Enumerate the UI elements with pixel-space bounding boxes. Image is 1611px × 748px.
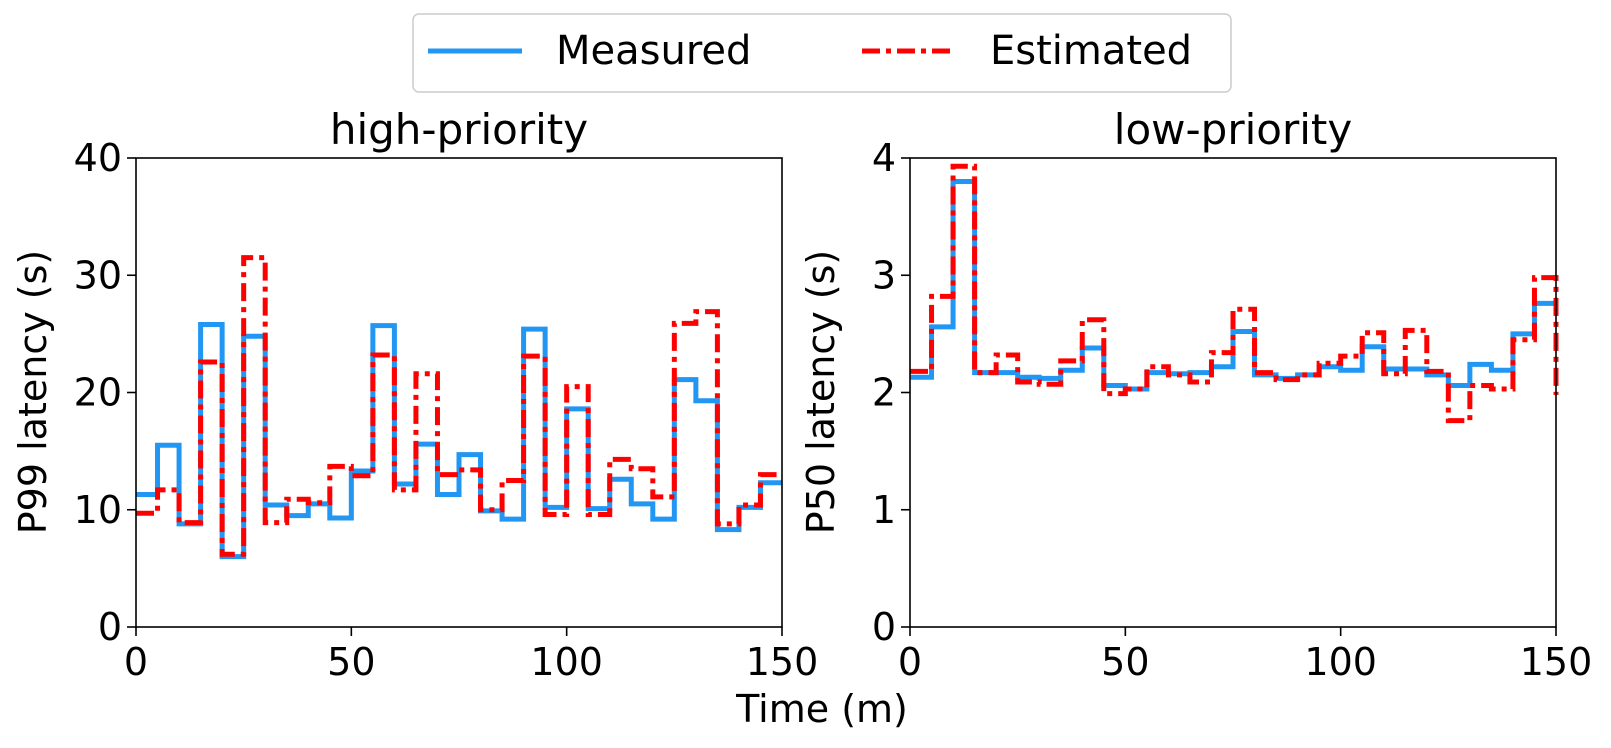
x-tick-label: 150 bbox=[1520, 640, 1593, 684]
x-tick-label: 50 bbox=[327, 640, 375, 684]
series-line-estimated bbox=[910, 163, 1559, 424]
series-high-priority bbox=[136, 255, 782, 560]
panel-title-low-priority: low-priority bbox=[1114, 105, 1352, 154]
x-tick-label: 150 bbox=[746, 640, 819, 684]
x-tick-label: 0 bbox=[124, 640, 148, 684]
x-axis-label: Time (m) bbox=[735, 687, 908, 731]
panel-high-priority: high-priority P99 latency (s) 0 50 100 1500… bbox=[11, 105, 818, 684]
plot-frame-low-priority bbox=[909, 157, 1557, 628]
legend-estimated-label: Estimated bbox=[990, 28, 1192, 74]
panel-low-priority: low-priority P50 latency (s) 0 50 100 150 0 1… bbox=[799, 105, 1592, 684]
panel-title-high-priority: high-priority bbox=[330, 105, 588, 154]
y-tick-label: 0 bbox=[872, 605, 896, 649]
y-tick-label: 30 bbox=[74, 253, 122, 297]
y-tick-label: 40 bbox=[74, 136, 122, 180]
y-axis-label-p50: P50 latency (s) bbox=[799, 250, 843, 534]
y-tick-label: 4 bbox=[872, 136, 896, 180]
x-tick-label: 50 bbox=[1101, 640, 1149, 684]
legend: Measured Estimated bbox=[412, 13, 1232, 93]
legend-frame bbox=[412, 13, 1232, 93]
ticks-high-priority: 0 50 100 150 0 10 20 30 40 bbox=[74, 136, 819, 684]
y-tick-label: 0 bbox=[98, 605, 122, 649]
x-tick-label: 0 bbox=[898, 640, 922, 684]
series-line-estimated bbox=[136, 255, 782, 557]
plot-frame-high-priority bbox=[135, 157, 783, 628]
y-axis-label-p99: P99 latency (s) bbox=[11, 250, 55, 534]
y-tick-label: 3 bbox=[872, 253, 896, 297]
series-line-measured bbox=[136, 321, 782, 560]
x-tick-label: 100 bbox=[530, 640, 603, 684]
series-line-measured bbox=[910, 178, 1556, 392]
y-tick-label: 10 bbox=[74, 488, 122, 532]
x-tick-label: 100 bbox=[1304, 640, 1377, 684]
y-tick-label: 20 bbox=[74, 371, 122, 415]
y-tick-label: 2 bbox=[872, 371, 896, 415]
ticks-low-priority: 0 50 100 150 0 1 2 3 4 bbox=[872, 136, 1592, 684]
legend-measured-label: Measured bbox=[556, 28, 751, 74]
y-tick-label: 1 bbox=[872, 488, 896, 532]
series-low-priority bbox=[910, 163, 1559, 424]
